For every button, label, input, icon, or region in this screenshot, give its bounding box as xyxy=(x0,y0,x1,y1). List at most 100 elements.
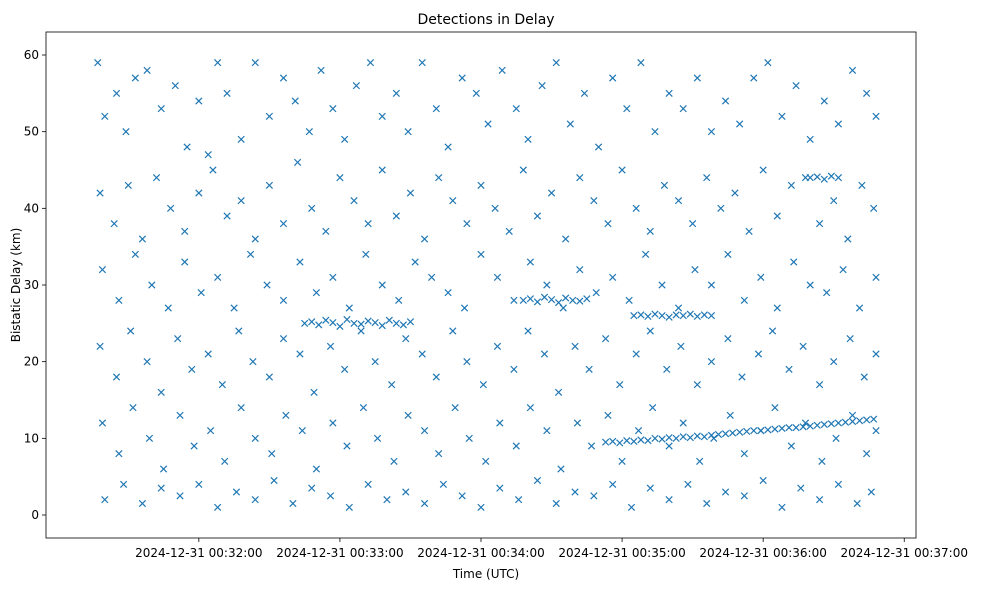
data-point xyxy=(625,296,633,304)
data-point xyxy=(432,373,440,381)
data-point xyxy=(115,296,123,304)
data-point xyxy=(533,212,542,220)
data-point xyxy=(787,442,796,450)
data-point xyxy=(479,381,487,389)
data-point xyxy=(745,227,753,235)
data-point xyxy=(519,166,527,174)
data-point xyxy=(731,189,739,197)
data-point xyxy=(519,296,527,304)
data-point xyxy=(388,381,396,389)
data-point xyxy=(540,350,549,358)
data-point xyxy=(378,112,386,120)
data-point xyxy=(785,423,793,432)
data-point xyxy=(830,358,838,366)
data-point xyxy=(326,342,335,350)
data-point xyxy=(785,365,793,373)
data-point xyxy=(658,281,666,289)
data-point xyxy=(736,428,744,436)
data-point xyxy=(496,484,504,492)
data-point xyxy=(665,89,673,97)
data-point xyxy=(870,204,878,212)
data-point xyxy=(848,411,857,419)
data-point xyxy=(249,358,257,366)
data-point xyxy=(679,433,687,441)
data-point xyxy=(764,426,772,434)
data-point xyxy=(707,312,716,320)
data-point xyxy=(660,181,669,189)
data-point xyxy=(677,342,685,350)
data-point xyxy=(514,496,523,504)
data-point xyxy=(214,503,222,511)
data-point xyxy=(359,404,368,412)
data-point xyxy=(350,319,358,327)
data-point xyxy=(395,296,403,304)
data-point xyxy=(129,404,137,412)
data-point xyxy=(646,227,654,235)
data-point xyxy=(343,315,351,324)
x-tick-label: 2024-12-31 00:33:00 xyxy=(276,546,403,560)
data-point xyxy=(279,335,288,343)
data-point xyxy=(526,295,535,303)
data-point xyxy=(818,457,826,465)
data-point xyxy=(860,373,868,381)
data-point xyxy=(773,212,781,220)
data-point xyxy=(696,457,704,465)
data-point xyxy=(127,327,135,335)
data-point xyxy=(209,166,217,174)
data-point xyxy=(329,273,337,281)
data-point xyxy=(604,411,612,419)
data-point xyxy=(336,174,344,182)
data-point xyxy=(312,289,321,297)
data-point xyxy=(265,373,274,381)
data-point xyxy=(750,74,758,82)
data-point xyxy=(792,82,800,90)
data-point xyxy=(98,266,107,274)
data-point xyxy=(197,289,205,297)
data-point xyxy=(418,350,426,358)
data-point xyxy=(644,312,652,321)
data-point xyxy=(736,120,744,128)
data-point xyxy=(291,97,299,105)
data-point xyxy=(432,105,440,113)
data-point xyxy=(813,173,821,181)
data-point xyxy=(493,342,502,350)
data-point xyxy=(143,358,151,366)
data-point xyxy=(181,258,189,266)
data-point xyxy=(552,499,560,508)
data-point xyxy=(317,66,325,74)
data-point xyxy=(159,465,168,473)
data-point xyxy=(693,432,701,440)
data-point xyxy=(124,181,132,189)
data-point xyxy=(181,227,189,235)
data-point xyxy=(223,212,231,220)
data-point xyxy=(463,358,471,366)
data-point xyxy=(493,273,502,281)
data-point xyxy=(458,492,466,500)
data-point xyxy=(672,434,680,442)
data-point xyxy=(721,97,730,105)
data-point xyxy=(451,404,459,412)
data-point xyxy=(870,415,878,423)
data-point xyxy=(790,258,798,266)
data-point xyxy=(686,433,694,442)
x-tick-label: 2024-12-31 00:37:00 xyxy=(841,546,968,560)
data-point xyxy=(404,128,412,136)
data-point xyxy=(573,419,582,427)
data-point xyxy=(512,442,520,450)
data-point xyxy=(623,105,631,113)
data-point xyxy=(801,419,810,427)
data-point xyxy=(352,82,361,90)
data-point xyxy=(538,82,546,90)
data-point xyxy=(392,89,400,97)
x-tick-label: 2024-12-31 00:36:00 xyxy=(699,546,826,560)
data-point xyxy=(806,422,814,430)
data-point xyxy=(164,304,172,312)
data-point xyxy=(820,420,828,429)
data-point xyxy=(315,321,323,329)
data-point xyxy=(418,59,426,67)
data-point xyxy=(830,197,838,205)
data-point xyxy=(237,197,245,205)
data-point xyxy=(637,59,645,67)
data-point xyxy=(533,476,542,485)
